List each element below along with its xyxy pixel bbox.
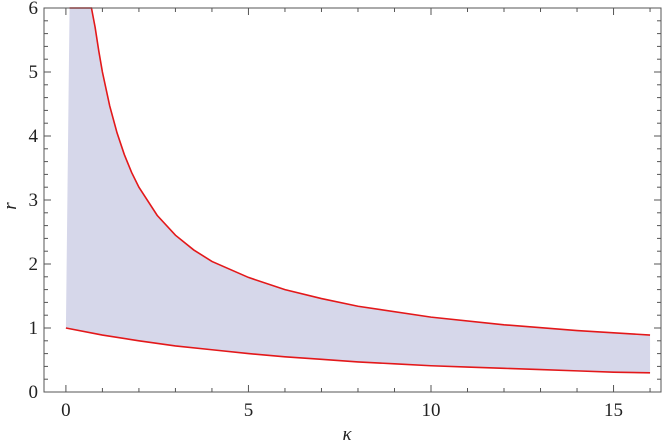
y-tick-label: 5: [29, 62, 39, 83]
lower-boundary-line: [65, 327, 651, 374]
x-tick-label: 15: [604, 400, 623, 421]
y-tick-label: 4: [29, 126, 39, 147]
y-axis-label: r: [0, 202, 21, 210]
x-tick-label: 10: [421, 400, 440, 421]
tick-labels: 0 5 10 15 0 1 2 3 4 5 6: [29, 0, 624, 421]
x-tick-label: 5: [244, 400, 254, 421]
y-tick-label: 6: [29, 0, 39, 19]
y-tick-label: 1: [29, 318, 39, 339]
x-tick-label: 0: [61, 400, 71, 421]
ticks: [44, 7, 661, 393]
y-tick-label: 2: [29, 254, 39, 275]
y-tick-label: 3: [29, 190, 39, 211]
y-tick-label: 0: [29, 382, 39, 403]
shaded-region: [65, 8, 651, 373]
x-axis-label: κ: [342, 424, 352, 445]
